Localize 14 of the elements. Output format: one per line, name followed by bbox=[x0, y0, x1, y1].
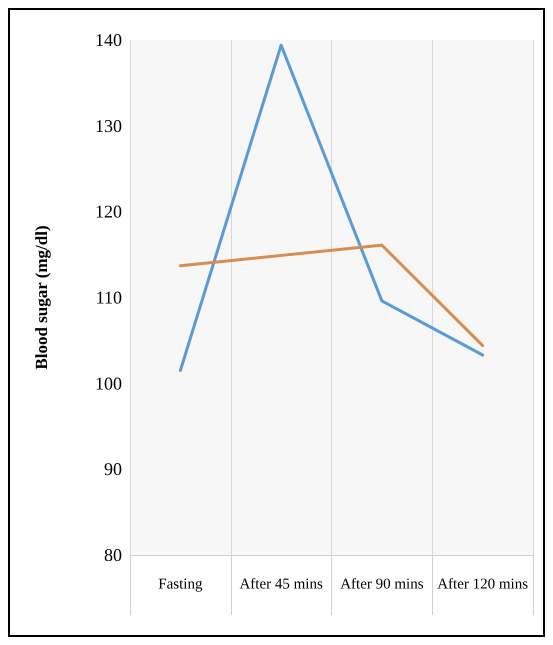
y-tick-label: 110 bbox=[96, 288, 122, 308]
y-tick-label: 130 bbox=[95, 116, 122, 136]
y-tick-label: 100 bbox=[95, 373, 122, 394]
y-tick-label: 140 bbox=[95, 30, 122, 50]
line-series bbox=[178, 44, 484, 372]
line-series bbox=[178, 244, 484, 348]
x-tick-label: After 90 mins bbox=[340, 576, 424, 592]
x-tick-label: Fasting bbox=[158, 576, 203, 592]
x-tick-label: After 120 mins bbox=[437, 576, 528, 592]
y-tick-label: 90 bbox=[104, 459, 122, 480]
y-tick-label: 120 bbox=[95, 202, 122, 222]
y-axis-title: Blood sugar (mg/dl) bbox=[32, 225, 51, 370]
x-tick-label: After 45 mins bbox=[239, 576, 323, 592]
y-tick-label: 80 bbox=[104, 545, 122, 565]
